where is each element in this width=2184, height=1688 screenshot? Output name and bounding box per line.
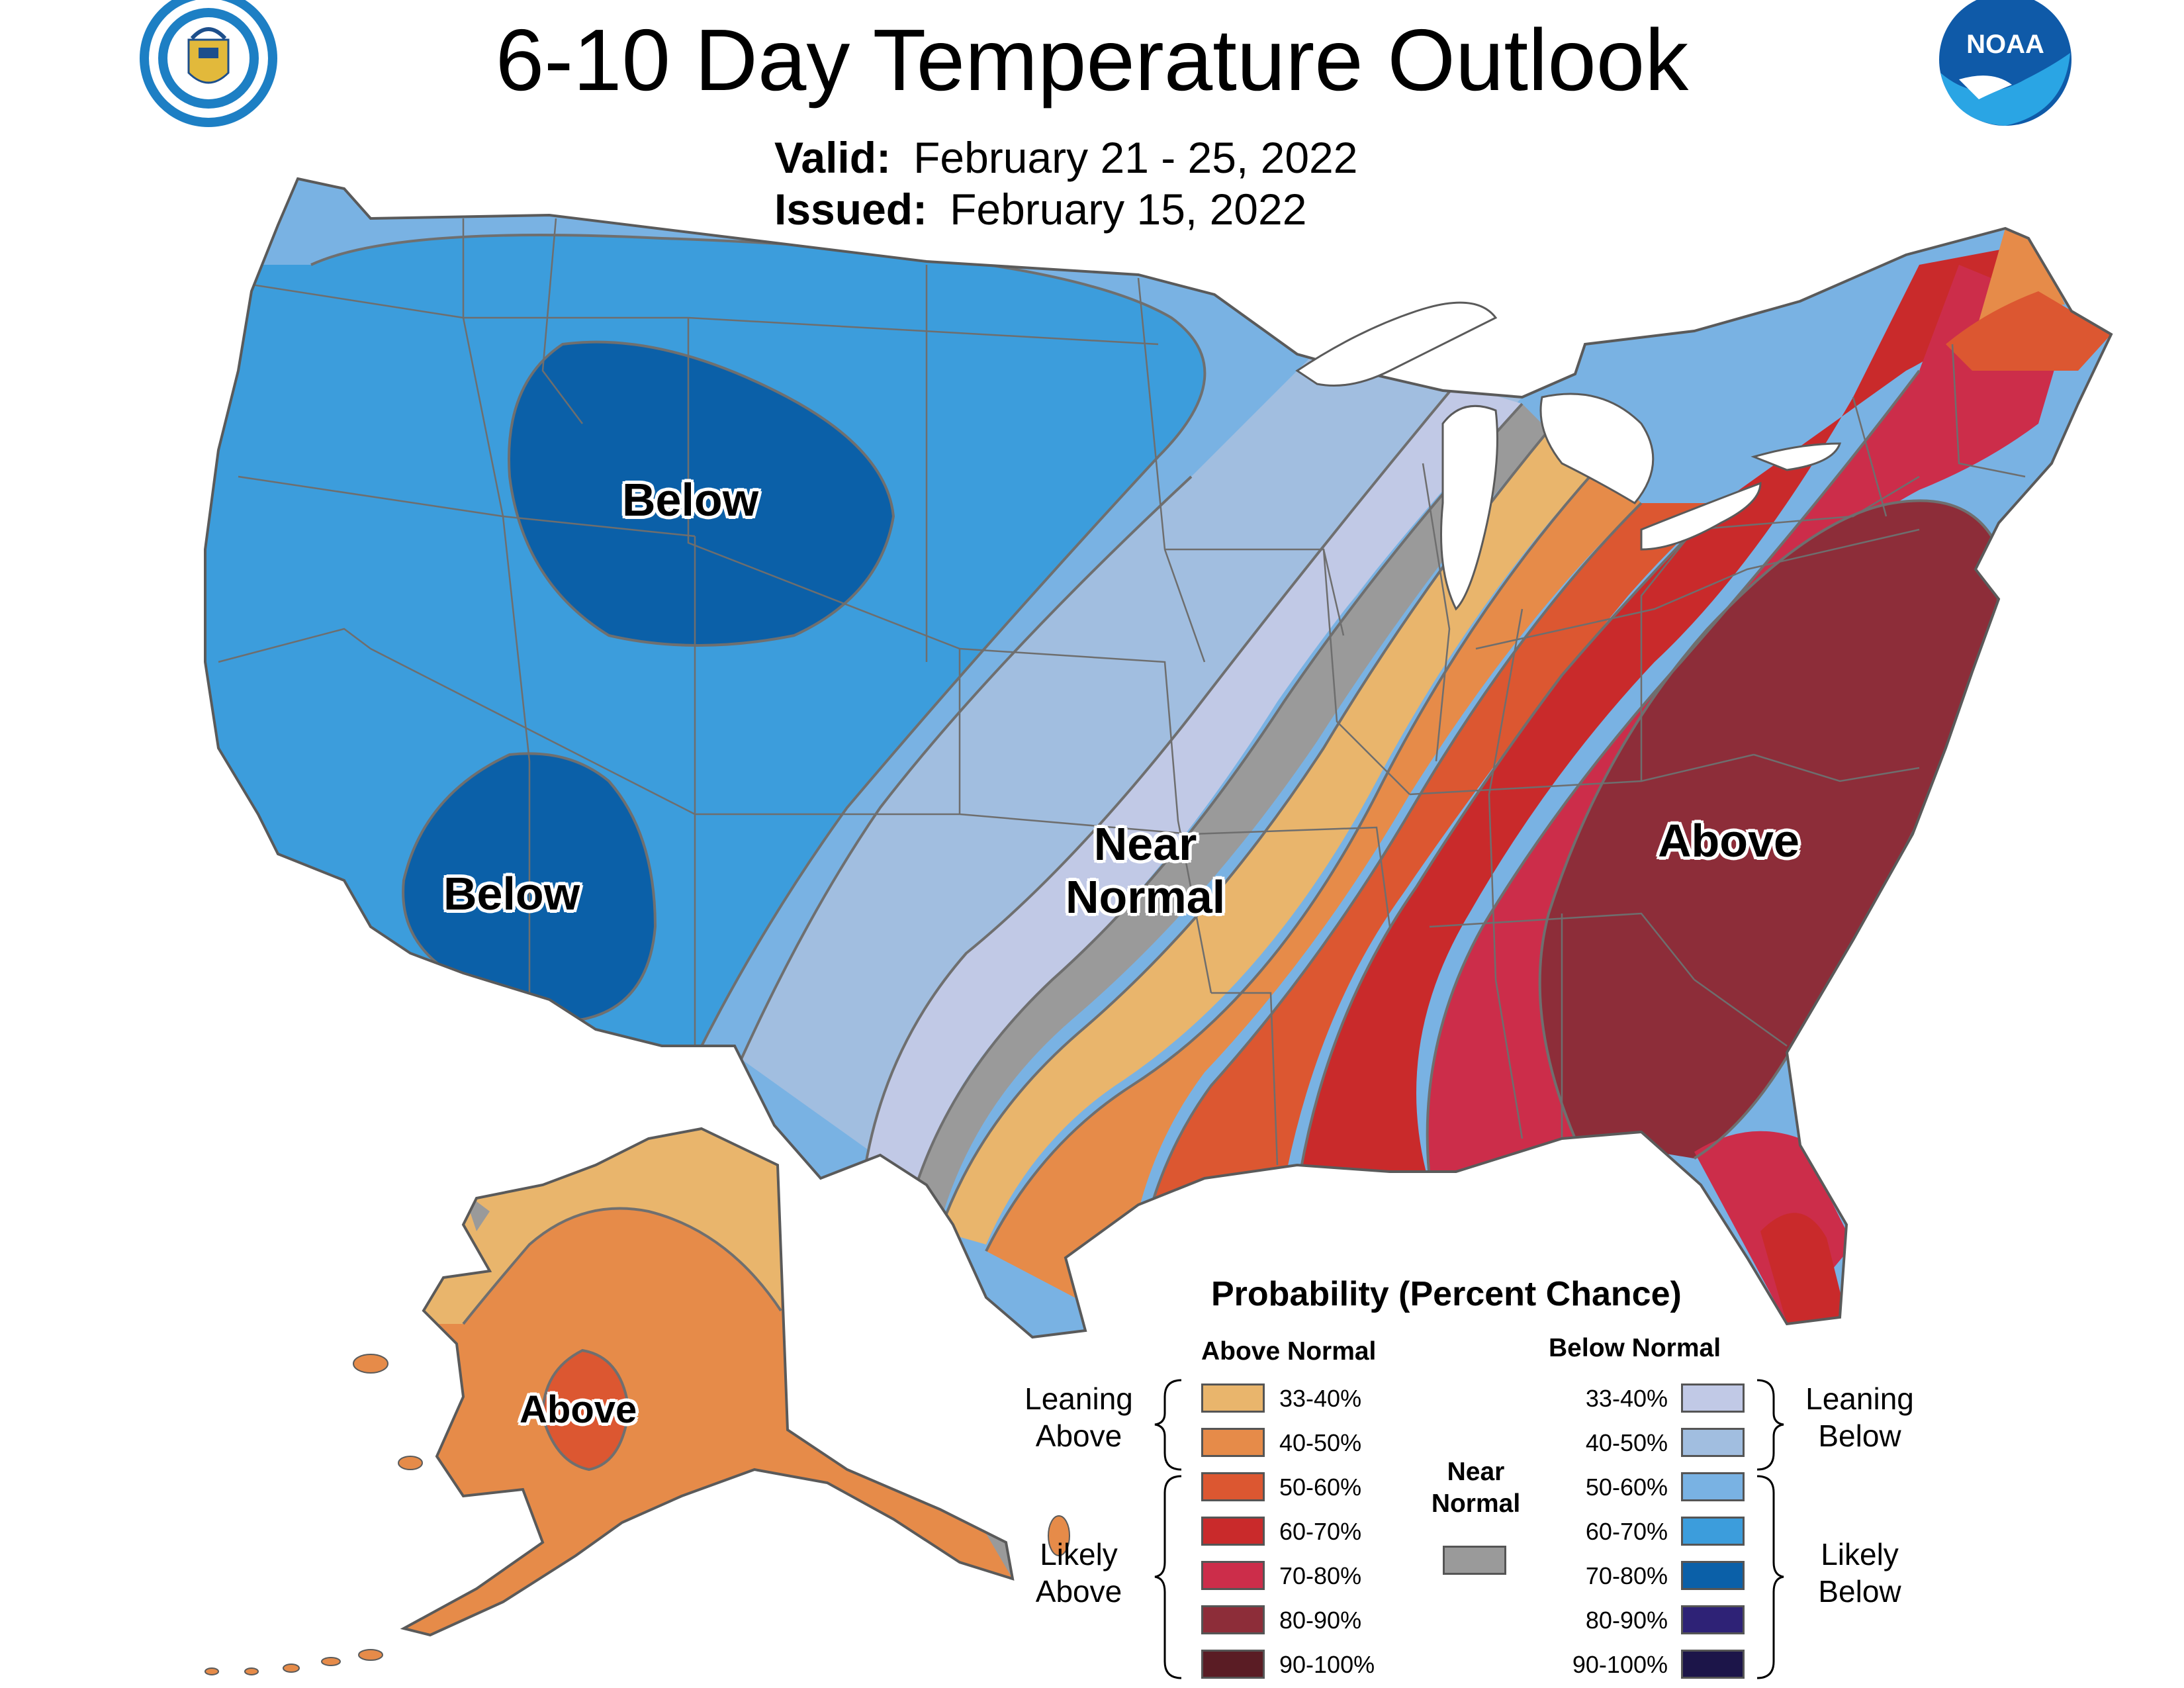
label-below-north: Below: [622, 474, 759, 526]
conus-probability-bands: [205, 179, 2111, 1337]
legend-above-row: 40-50%: [1201, 1428, 1420, 1460]
legend-above-row: 50-60%: [1201, 1472, 1420, 1504]
band-above-33-40: [940, 430, 1602, 1244]
legend-below-row: 33-40%: [1542, 1383, 1754, 1415]
legend-below-swatch: [1681, 1383, 1745, 1413]
legend-above-swatch: [1201, 1383, 1265, 1413]
legend-below-row: 80-90%: [1542, 1605, 1754, 1637]
commerce-seal-icon: [140, 0, 277, 127]
legend-above-swatch: [1201, 1605, 1265, 1634]
band-above-40-50: [986, 463, 1641, 1324]
legend-above-pct: 33-40%: [1279, 1385, 1362, 1412]
lake-erie: [1640, 481, 1762, 551]
florida-60-70: [1760, 1213, 1846, 1324]
band-above-80-90: [1539, 500, 1999, 1158]
label-near-normal: Near Normal: [1066, 818, 1226, 923]
label-above-alaska: Above: [520, 1388, 637, 1431]
legend-below-pct: 80-90%: [1585, 1607, 1668, 1634]
legend-below-row: 60-70%: [1542, 1517, 1754, 1548]
legend-braces-above: [1154, 1379, 1182, 1679]
contour-lines: [310, 234, 2001, 1325]
lake-ontario: [1751, 442, 1842, 471]
legend-below-pct: 50-60%: [1585, 1474, 1668, 1501]
legend-above-row: 60-70%: [1201, 1517, 1420, 1548]
legend-below-swatch: [1681, 1650, 1745, 1679]
legend-below-pct: 60-70%: [1585, 1518, 1668, 1545]
legend-above-header: Above Normal: [1201, 1337, 1377, 1366]
legend-above-pct: 90-100%: [1279, 1651, 1375, 1678]
legend-above-swatch: [1201, 1517, 1265, 1546]
alaska-outline: [400, 1127, 1015, 1637]
legend-above-row: 70-80%: [1201, 1561, 1420, 1593]
noaa-logo-icon: NOAA: [1939, 0, 2071, 126]
legend-above-pct: 60-70%: [1279, 1518, 1362, 1545]
page-title: 6-10 Day Temperature Outlook: [495, 11, 1689, 109]
maine-50-60: [1946, 291, 2111, 371]
legend-above-swatch: [1201, 1561, 1265, 1590]
legend-near-normal-swatch: [1443, 1546, 1506, 1575]
legend-near-normal-label: Near Normal: [1431, 1458, 1521, 1518]
legend-braces-below: [1756, 1379, 1784, 1679]
legend-below-swatch: [1681, 1605, 1745, 1634]
legend-title: Probability (Percent Chance): [1211, 1275, 1682, 1313]
band-near-normal: [907, 404, 1549, 1225]
blob-below-70-80-north: [508, 340, 895, 647]
legend-above-swatch: [1201, 1650, 1265, 1679]
legend-above-swatch: [1201, 1472, 1265, 1501]
legend-above-row: 90-100%: [1201, 1650, 1420, 1681]
legend-below-swatch: [1681, 1428, 1745, 1457]
legend-below-row: 70-80%: [1542, 1561, 1754, 1593]
band-above-50-60: [1132, 503, 1721, 1324]
noaa-logo-text: NOAA: [1966, 30, 2044, 59]
state-lines: [218, 218, 2026, 1166]
legend-likely-below: Likely Below: [1818, 1537, 1901, 1609]
band-below-33-40: [860, 384, 1522, 1205]
ak-band-above-50-60: [541, 1348, 631, 1472]
legend-likely-above: Likely Above: [1035, 1537, 1122, 1609]
lake-superior: [1295, 301, 1498, 387]
issued-value: February 15, 2022: [950, 185, 1307, 234]
lake-michigan: [1440, 404, 1498, 611]
legend-above-row: 33-40%: [1201, 1383, 1420, 1415]
legend-below-row: 50-60%: [1542, 1472, 1754, 1504]
legend-above-pct: 80-90%: [1279, 1607, 1362, 1634]
valid-value: February 21 - 25, 2022: [913, 133, 1358, 182]
legend-below-header: Below Normal: [1549, 1334, 1721, 1362]
ak-contour: [462, 1207, 782, 1325]
legend-below-row: 90-100%: [1542, 1650, 1754, 1681]
label-below-southwest: Below: [443, 868, 580, 919]
legend-leaning-above: Leaning Above: [1024, 1382, 1133, 1453]
legend-below-pct: 40-50%: [1585, 1429, 1668, 1456]
band-above-70-80: [1427, 265, 2071, 1178]
legend-leaning-below: Leaning Below: [1805, 1382, 1914, 1453]
conus-outline: [204, 177, 2113, 1339]
legend-below-swatch: [1681, 1472, 1745, 1501]
legend-below-pct: 33-40%: [1585, 1385, 1668, 1412]
legend-below-swatch: [1681, 1517, 1745, 1546]
label-above-east: Above: [1658, 815, 1799, 867]
issued-line: Issued: February 15, 2022: [774, 184, 1306, 234]
legend-above-pct: 70-80%: [1279, 1562, 1362, 1589]
legend-below-row: 40-50%: [1542, 1428, 1754, 1460]
legend-above-pct: 50-60%: [1279, 1474, 1362, 1501]
legend-below-swatch: [1681, 1561, 1745, 1590]
issued-label: Issued:: [774, 185, 928, 234]
legend-above-swatch: [1201, 1428, 1265, 1457]
legend-below-pct: 90-100%: [1572, 1651, 1668, 1678]
legend-above-pct: 40-50%: [1279, 1429, 1362, 1456]
legend-below-pct: 70-80%: [1585, 1562, 1668, 1589]
aleutian-islands: [205, 1354, 1070, 1675]
valid-line: Valid: February 21 - 25, 2022: [774, 132, 1357, 183]
lake-huron: [1539, 393, 1655, 504]
valid-label: Valid:: [774, 133, 891, 182]
legend-above-row: 80-90%: [1201, 1605, 1420, 1637]
great-lakes: [1295, 301, 1842, 611]
